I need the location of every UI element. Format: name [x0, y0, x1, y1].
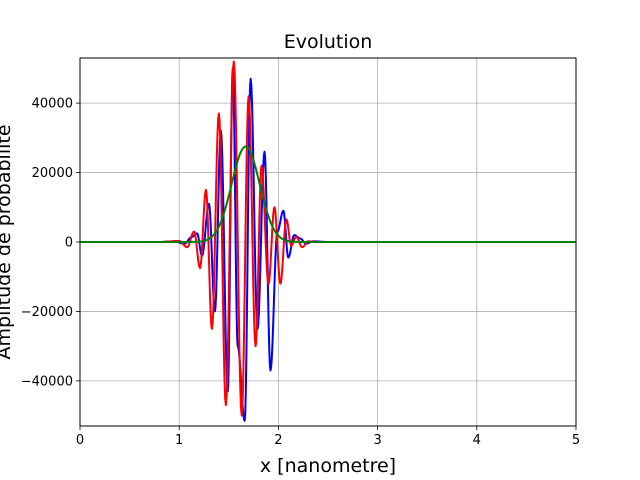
- x-axis-label: x [nanometre]: [260, 455, 396, 477]
- y-tick-label: 40000: [32, 97, 73, 112]
- ticks: 0 1 2 3 4 5 −40000 −20000 0 20000 40000: [21, 97, 580, 448]
- y-tick-label: 20000: [32, 166, 73, 181]
- x-tick-label: 4: [473, 433, 481, 448]
- y-tick-label: 0: [65, 236, 73, 251]
- x-tick-label: 3: [373, 433, 381, 448]
- x-tick-label: 2: [274, 433, 282, 448]
- chart-title: Evolution: [284, 31, 373, 53]
- series-layer: [79, 60, 577, 422]
- y-axis-label: Amplitude de probabilité: [0, 124, 15, 359]
- y-tick-label: −40000: [21, 374, 73, 389]
- x-tick-label: 0: [76, 433, 84, 448]
- series-line-2: [79, 145, 577, 243]
- x-tick-label: 1: [175, 433, 183, 448]
- series-line-0: [80, 67, 576, 422]
- x-tick-label: 5: [572, 433, 580, 448]
- y-tick-label: −20000: [21, 305, 73, 320]
